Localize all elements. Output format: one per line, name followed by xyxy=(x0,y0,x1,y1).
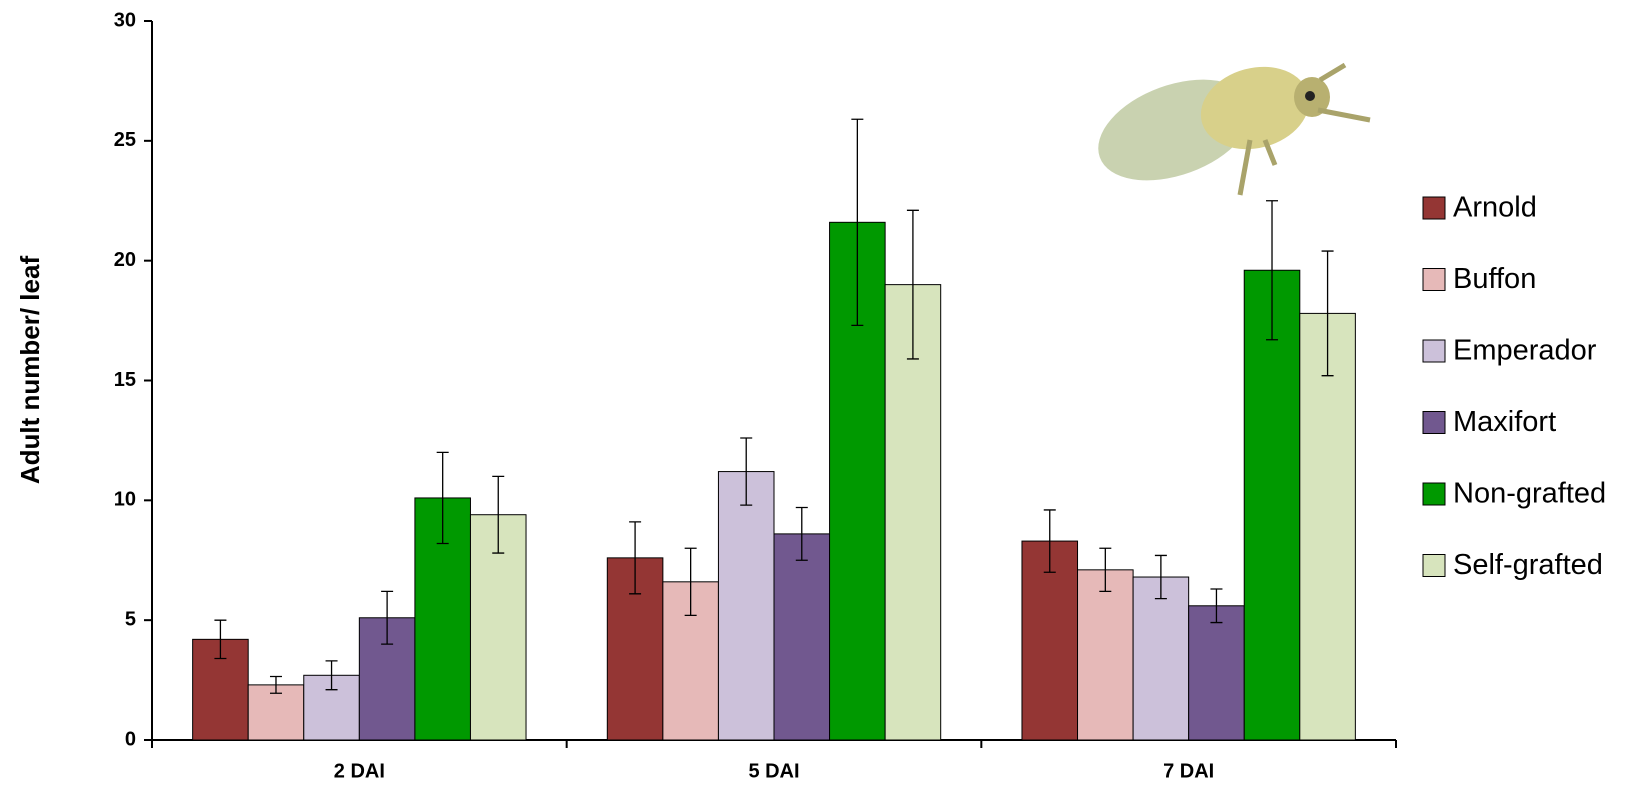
bar xyxy=(718,472,774,740)
y-tick-label: 20 xyxy=(114,249,136,271)
y-tick-label: 5 xyxy=(125,608,136,630)
x-tick-label: 2 DAI xyxy=(334,760,385,782)
bar xyxy=(774,534,830,740)
legend-swatch xyxy=(1423,555,1445,577)
legend-swatch xyxy=(1423,197,1445,219)
legend-swatch xyxy=(1423,412,1445,434)
bar xyxy=(1300,313,1356,740)
legend-label: Self-grafted xyxy=(1453,549,1603,581)
legend-label: Buffon xyxy=(1453,263,1536,295)
legend-swatch xyxy=(1423,483,1445,505)
bar xyxy=(1078,570,1134,740)
y-tick-label: 25 xyxy=(114,129,136,151)
x-tick-label: 7 DAI xyxy=(1163,760,1214,782)
legend-swatch xyxy=(1423,340,1445,362)
insect-illustration xyxy=(1084,55,1370,200)
y-tick-label: 15 xyxy=(114,369,136,391)
bar xyxy=(1244,270,1300,740)
legend-label: Emperador xyxy=(1453,335,1597,367)
y-axis-title: Adult number/ leaf xyxy=(15,256,45,485)
chart: Adult number/ leaf 0 5 10 15 20 25 30 2 DAI 5 DA… xyxy=(0,0,1648,797)
x-tick-label: 5 DAI xyxy=(748,760,799,782)
y-tick-label: 30 xyxy=(114,9,136,31)
legend-swatch xyxy=(1423,269,1445,291)
bar xyxy=(1133,577,1189,740)
bar xyxy=(1189,606,1245,740)
legend-label: Non-grafted xyxy=(1453,478,1606,510)
legend-label: Maxifort xyxy=(1453,406,1556,438)
y-tick-label: 10 xyxy=(114,489,136,511)
y-tick-label: 0 xyxy=(125,728,136,750)
legend-label: Arnold xyxy=(1453,192,1537,224)
